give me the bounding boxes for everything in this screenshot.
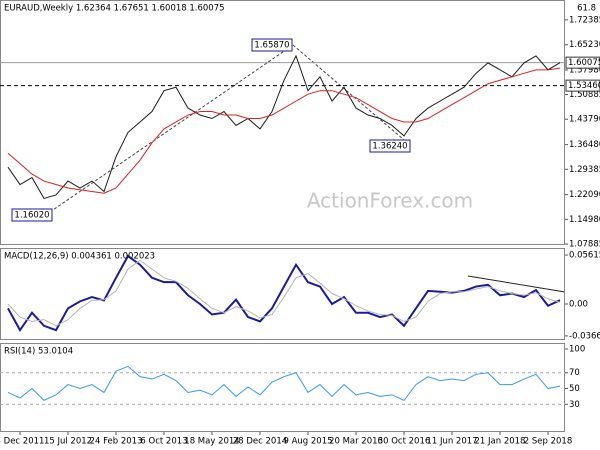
x-tick-label: 4 Dec 2011 bbox=[0, 437, 44, 447]
x-tick-label: 28 Dec 2014 bbox=[233, 437, 287, 447]
x-tick-label: 6 Oct 2013 bbox=[140, 437, 187, 447]
x-tick-label: 20 Mar 2016 bbox=[329, 437, 383, 447]
x-tick-label: 21 Jan 2018 bbox=[475, 437, 526, 447]
y-tick-label: 100 bbox=[569, 345, 585, 355]
annotation: 1.65870 bbox=[254, 41, 289, 51]
y-tick-label: 1.43790 bbox=[569, 115, 600, 125]
y-tick-label: 1.14980 bbox=[569, 215, 600, 225]
panel-frame bbox=[0, 0, 565, 245]
panel-title: EURAUD,Weekly 1.62364 1.67651 1.60018 1.… bbox=[4, 4, 225, 14]
x-tick-label: 18 May 2014 bbox=[184, 437, 239, 447]
series-line bbox=[7, 54, 561, 200]
trend-guide bbox=[49, 44, 294, 213]
panel-frame bbox=[0, 248, 565, 340]
x-tick-label: 30 Oct 2016 bbox=[378, 437, 431, 447]
x-tick-label: 11 Jun 2017 bbox=[426, 437, 477, 447]
y-tick-label: 1.36480 bbox=[569, 140, 600, 150]
level-label: 1.60075 bbox=[568, 58, 600, 68]
macd-trendline bbox=[467, 275, 566, 293]
x-tick-label: 24 Feb 2013 bbox=[90, 437, 143, 447]
annotation: 1.36240 bbox=[372, 142, 407, 152]
y-tick-label: 0.00 bbox=[569, 299, 588, 309]
y-tick-label: 30 bbox=[569, 400, 580, 410]
x-tick-label: 9 Aug 2015 bbox=[283, 437, 332, 447]
panel-frame bbox=[0, 343, 565, 432]
series-line bbox=[7, 67, 561, 194]
corner-label: 61.8 bbox=[577, 4, 596, 14]
panel-title: RSI(14) 53.0104 bbox=[4, 347, 73, 357]
level-label-box bbox=[565, 56, 600, 69]
y-tick-label: 70 bbox=[569, 368, 580, 378]
x-tick-label: 2 Sep 2018 bbox=[524, 437, 572, 447]
series-line bbox=[7, 254, 561, 333]
y-tick-label: 1.07885 bbox=[569, 240, 600, 250]
annotation-box bbox=[11, 208, 53, 222]
series-line bbox=[7, 365, 561, 402]
y-tick-label: 50 bbox=[569, 384, 580, 394]
y-tick-label: 0.056154 bbox=[569, 251, 600, 261]
y-tick-label: 1.50885 bbox=[569, 90, 600, 100]
panel-title: MACD(12,26,9) 0.004361 0.002023 bbox=[4, 252, 155, 262]
y-tick-label: 1.29385 bbox=[569, 165, 600, 175]
y-tick-label: 1.72385 bbox=[569, 15, 600, 25]
y-tick-label: 1.65230 bbox=[569, 40, 600, 50]
level-label: 1.53460 bbox=[568, 81, 600, 91]
level-label-box bbox=[565, 79, 600, 92]
y-tick-label: -0.036601 bbox=[569, 331, 600, 341]
y-tick-label: 1.57980 bbox=[569, 65, 600, 75]
series-line bbox=[7, 259, 561, 327]
trend-guide bbox=[292, 44, 411, 146]
watermark: ActionForex.com bbox=[307, 189, 473, 213]
x-tick-label: 15 Jul 2012 bbox=[44, 437, 92, 447]
annotation: 1.16020 bbox=[14, 211, 49, 221]
annotation-box bbox=[251, 38, 293, 52]
annotation-box bbox=[369, 139, 411, 153]
y-tick-label: 1.22090 bbox=[569, 190, 600, 200]
